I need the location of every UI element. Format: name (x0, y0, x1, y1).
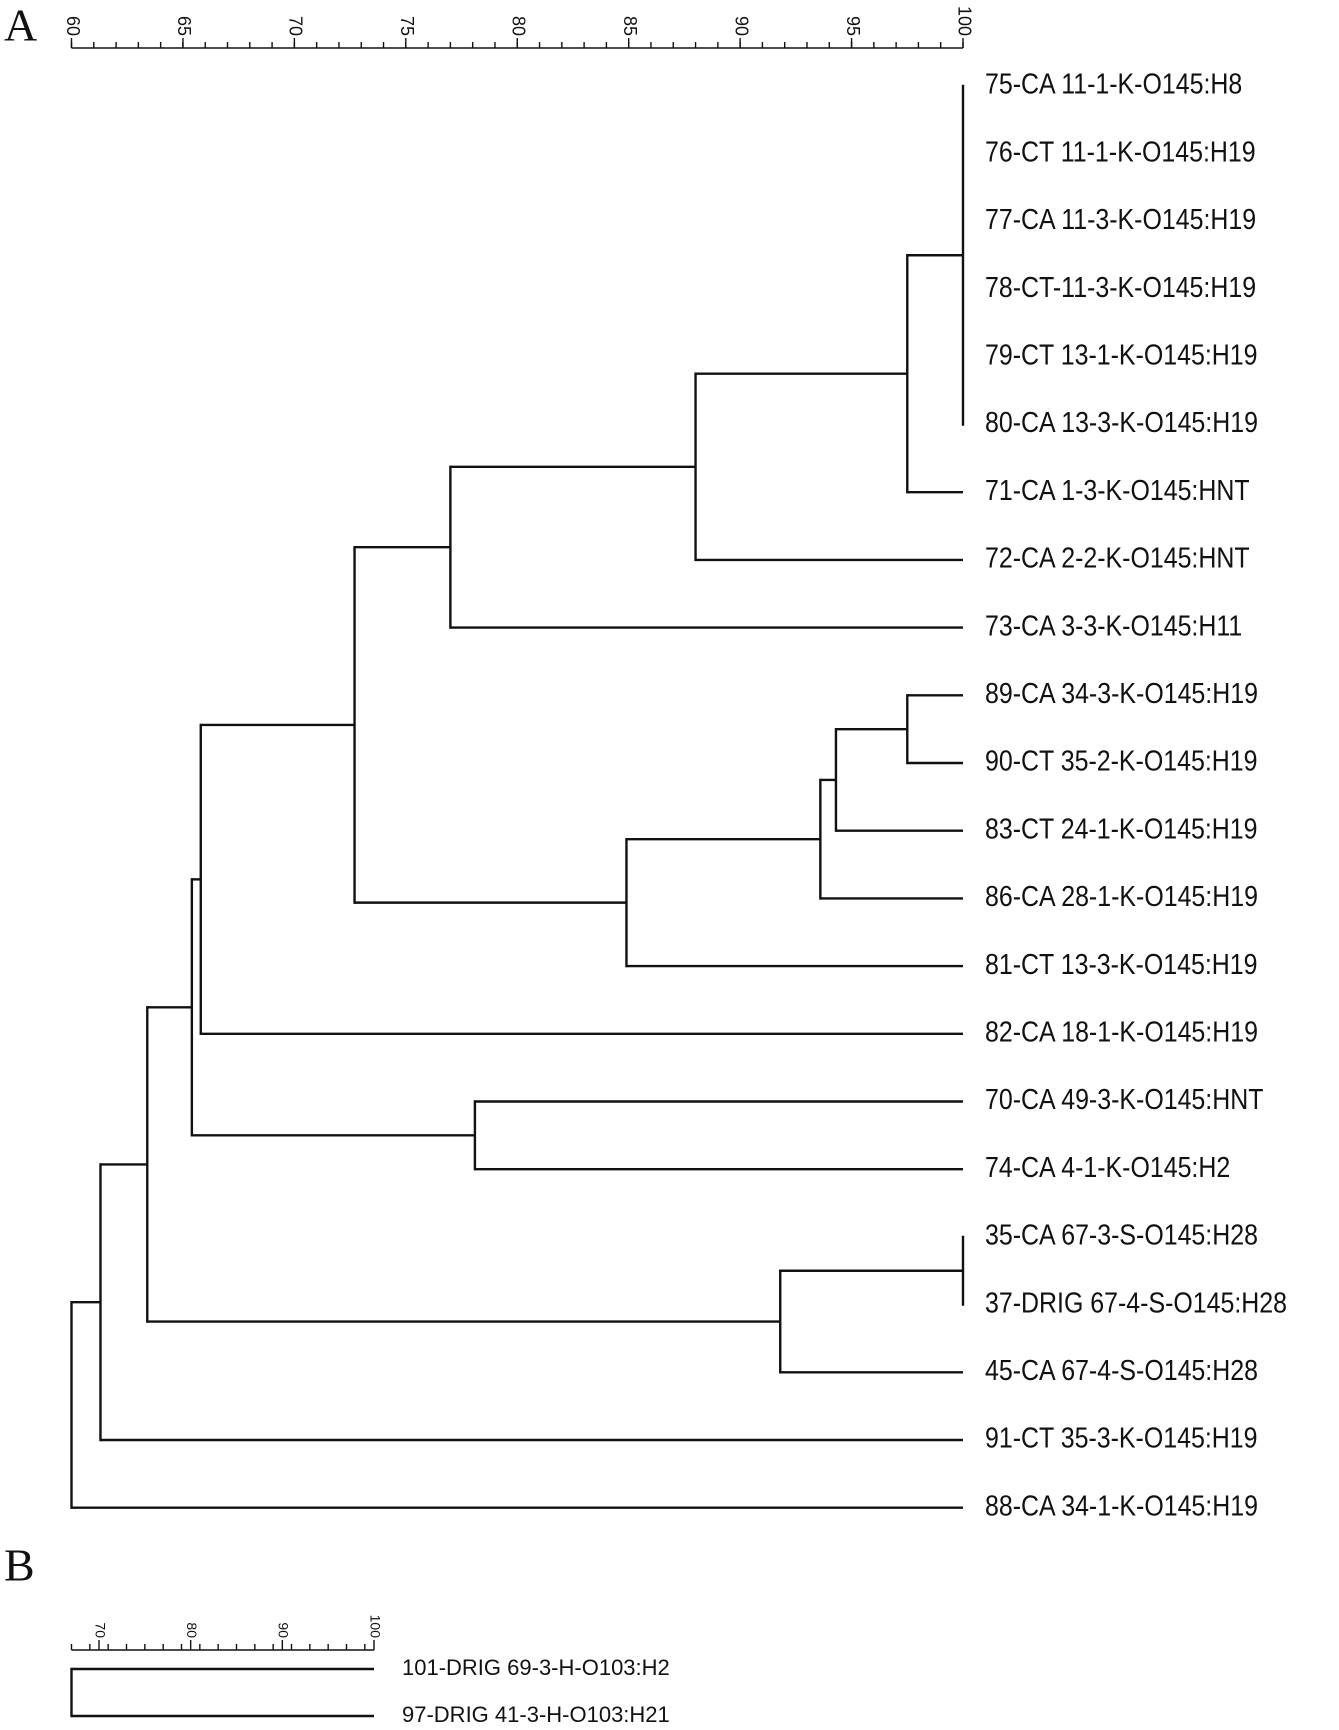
leaf-label: 71-CA 1-3-K-O145:HNT (985, 474, 1250, 506)
x-tick-label: 85 (620, 16, 640, 36)
leaf-label: 45-CA 67-4-S-O145:H28 (985, 1354, 1258, 1386)
x-tick-label: 80 (184, 1622, 200, 1638)
leaf-label: 80-CA 13-3-K-O145:H19 (985, 406, 1258, 438)
leaf-label: 97-DRIG 41-3-H-O103:H21 (402, 1702, 670, 1727)
x-tick-label: 60 (63, 16, 83, 36)
leaf-label: 74-CA 4-1-K-O145:H2 (985, 1151, 1230, 1183)
leaf-label: 73-CA 3-3-K-O145:H11 (985, 610, 1242, 642)
leaf-label: 101-DRIG 69-3-H-O103:H2 (402, 1655, 670, 1680)
panel-label: A (4, 0, 37, 51)
x-tick-label: 70 (92, 1622, 108, 1638)
leaf-label: 90-CT 35-2-K-O145:H19 (985, 745, 1257, 777)
leaf-label: 81-CT 13-3-K-O145:H19 (985, 948, 1257, 980)
leaf-label: 77-CA 11-3-K-O145:H19 (985, 203, 1256, 235)
leaf-label: 88-CA 34-1-K-O145:H19 (985, 1490, 1258, 1522)
leaf-label: 79-CT 13-1-K-O145:H19 (985, 339, 1257, 371)
x-tick-label: 95 (843, 16, 863, 36)
leaf-label: 86-CA 28-1-K-O145:H19 (985, 880, 1258, 912)
x-tick-label: 90 (731, 16, 751, 36)
x-tick-label: 65 (174, 16, 194, 36)
x-tick-label: 70 (286, 16, 306, 36)
leaf-label: 70-CA 49-3-K-O145:HNT (985, 1083, 1263, 1115)
leaf-label: 35-CA 67-3-S-O145:H28 (985, 1219, 1258, 1251)
leaf-label: 75-CA 11-1-K-O145:H8 (985, 68, 1242, 100)
leaf-label: 76-CT 11-1-K-O145:H19 (985, 136, 1256, 168)
leaf-label: 91-CT 35-3-K-O145:H19 (985, 1422, 1257, 1454)
x-tick-label: 75 (397, 16, 417, 36)
x-tick-label: 80 (509, 16, 529, 36)
panel-label: B (4, 1540, 35, 1591)
leaf-label: 78-CT-11-3-K-O145:H19 (985, 271, 1256, 303)
x-tick-label: 100 (367, 1615, 383, 1639)
x-tick-label: 90 (276, 1622, 292, 1638)
leaf-label: 37-DRIG 67-4-S-O145:H28 (985, 1287, 1287, 1319)
leaf-label: 89-CA 34-3-K-O145:H19 (985, 677, 1258, 709)
leaf-label: 72-CA 2-2-K-O145:HNT (985, 542, 1250, 574)
leaf-label: 82-CA 18-1-K-O145:H19 (985, 1016, 1258, 1048)
x-tick-label: 100 (954, 6, 974, 36)
leaf-label: 83-CT 24-1-K-O145:H19 (985, 813, 1257, 845)
